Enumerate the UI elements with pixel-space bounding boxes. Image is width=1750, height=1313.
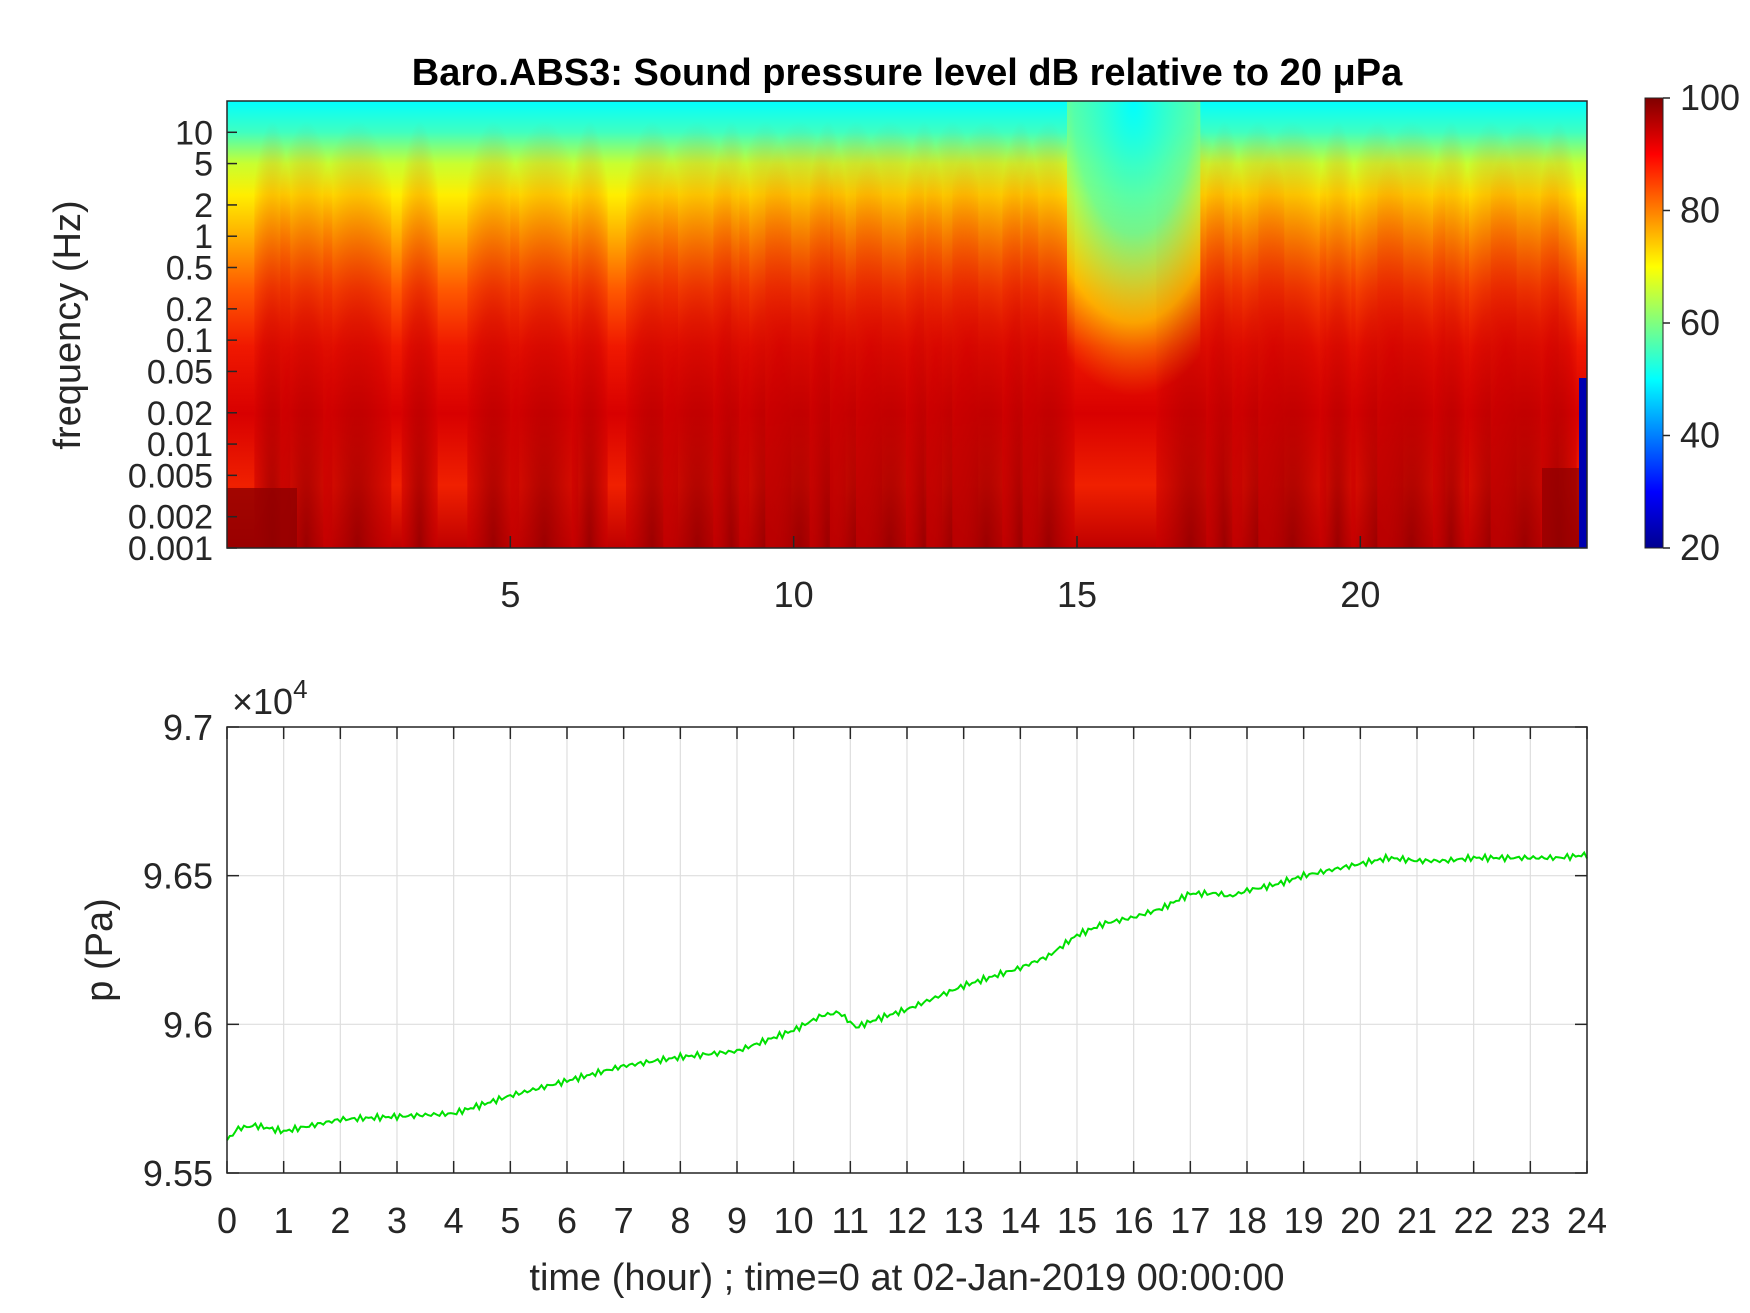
spectrogram-edge-low	[1579, 378, 1587, 548]
pressure-y-exponent-base: ×10	[232, 681, 293, 722]
spectrogram-burst	[510, 121, 579, 548]
pressure-x-tick-label: 6	[557, 1200, 577, 1241]
colorbar-gradient	[1644, 97, 1664, 549]
spectrogram-burst	[401, 121, 438, 548]
pressure-x-tick-label: 7	[614, 1200, 634, 1241]
pressure-x-tick-label: 18	[1227, 1200, 1267, 1241]
colorbar-ticks: 100 80 60 40 20	[1663, 77, 1740, 568]
spectrogram-burst	[1022, 121, 1075, 548]
spectrogram-y-tick-label: 2	[194, 187, 213, 225]
pressure-x-tick-label: 5	[500, 1200, 520, 1241]
spectrogram-x-tick-label: 15	[1057, 574, 1097, 615]
spectrogram-y-tick-label: 0.01	[147, 426, 213, 464]
spectrogram-y-tick-label: 0.05	[147, 353, 213, 391]
spectrogram-y-tick-label: 10	[175, 114, 213, 152]
spectrogram-burst	[323, 121, 392, 548]
pressure-x-tick-label: 17	[1170, 1200, 1210, 1241]
pressure-x-tick-label: 12	[887, 1200, 927, 1241]
pressure-x-tick-label: 24	[1567, 1200, 1607, 1241]
pressure-x-tick-label: 23	[1510, 1200, 1550, 1241]
pressure-y-tick-label: 9.65	[143, 856, 213, 897]
spectrogram-y-tick-label: 1	[194, 218, 213, 256]
spectrogram-y-tick-label: 0.1	[166, 322, 213, 360]
spectrogram-edge-left	[227, 488, 297, 548]
pressure-x-tick-label: 3	[387, 1200, 407, 1241]
colorbar-tick-label: 80	[1680, 190, 1720, 231]
pressure-y-exponent: ×104	[232, 674, 308, 722]
colorbar-tick-label: 40	[1680, 415, 1720, 456]
pressure-x-tick-label: 0	[217, 1200, 237, 1241]
spectrogram-y-tick-label: 0.02	[147, 395, 213, 433]
spectrogram-y-tick-label: 0.2	[166, 291, 213, 329]
pressure-x-tick-label: 22	[1454, 1200, 1494, 1241]
colorbar-tick-label: 20	[1680, 527, 1720, 568]
spectrogram-quiet-band	[1067, 101, 1201, 397]
pressure-panel: 0 1 2 3 4 5 6 7 8 9 10 11 12 13 14 15 16 17 18 19 20 21 22 23 24…	[79, 674, 1607, 1299]
pressure-x-tick-label: 13	[944, 1200, 984, 1241]
spectrogram-burst	[1258, 121, 1327, 548]
spectrogram-panel: 105210.50.20.10.050.020.010.0050.0020.00…	[47, 100, 1588, 615]
pressure-x-tick-label: 9	[727, 1200, 747, 1241]
pressure-y-tick-label: 9.55	[143, 1153, 213, 1194]
spectrogram-frame	[226, 100, 1588, 549]
spectrogram-y-tick-label: 0.002	[128, 499, 213, 537]
pressure-x-tick-label: 19	[1284, 1200, 1324, 1241]
pressure-x-tick-label: 15	[1057, 1200, 1097, 1241]
colorbar: 100 80 60 40 20	[1644, 77, 1740, 568]
spectrogram-y-tick-label: 0.001	[128, 530, 213, 568]
pressure-x-label: time (hour) ; time=0 at 02-Jan-2019 00:0…	[529, 1257, 1284, 1299]
pressure-y-ticks: 9.7 9.65 9.6 9.55	[143, 707, 1587, 1194]
spectrogram-burst	[1433, 121, 1469, 548]
colorbar-tick-label: 100	[1680, 77, 1740, 118]
spectrogram-y-tick-label: 5	[194, 146, 213, 184]
colorbar-tick-label: 60	[1680, 302, 1720, 343]
spectrogram-x-ticks: 5 10 15 20	[500, 536, 1380, 615]
spectrogram-x-tick-label: 5	[500, 574, 520, 615]
pressure-x-tick-label: 2	[330, 1200, 350, 1241]
pressure-x-ticks: 0 1 2 3 4 5 6 7 8 9 10 11 12 13 14 15 16 17 18 19 20 21 22 23 24	[217, 727, 1607, 1241]
spectrogram-x-tick-label: 20	[1340, 574, 1380, 615]
pressure-y-exponent-power: 4	[293, 674, 307, 704]
pressure-y-tick-label: 9.7	[163, 707, 213, 748]
pressure-y-tick-label: 9.6	[163, 1004, 213, 1045]
pressure-x-tick-label: 8	[670, 1200, 690, 1241]
spectrogram-burst	[1319, 121, 1356, 548]
pressure-x-tick-label: 4	[444, 1200, 464, 1241]
pressure-x-tick-label: 1	[274, 1200, 294, 1241]
pressure-y-label: p (Pa)	[79, 898, 121, 1001]
spectrogram-x-tick-label: 10	[774, 574, 814, 615]
spectrogram-burst	[571, 121, 608, 548]
spectrogram-y-tick-label: 0.5	[166, 249, 213, 287]
pressure-x-tick-label: 21	[1397, 1200, 1437, 1241]
spectrogram-quiet-region	[1067, 101, 1201, 397]
spectrogram-bursts	[227, 121, 1587, 548]
pressure-x-tick-label: 11	[832, 1200, 869, 1241]
spectrogram-y-label: frequency (Hz)	[47, 200, 89, 449]
pressure-x-tick-label: 20	[1340, 1200, 1380, 1241]
spectrogram-title: Baro.ABS3: Sound pressure level dB relat…	[412, 52, 1403, 94]
pressure-x-tick-label: 14	[1000, 1200, 1040, 1241]
pressure-series-line	[226, 850, 1588, 1141]
spectrogram-y-tick-label: 0.005	[128, 457, 213, 495]
pressure-x-tick-label: 16	[1114, 1200, 1154, 1241]
pressure-x-tick-label: 10	[774, 1200, 814, 1241]
